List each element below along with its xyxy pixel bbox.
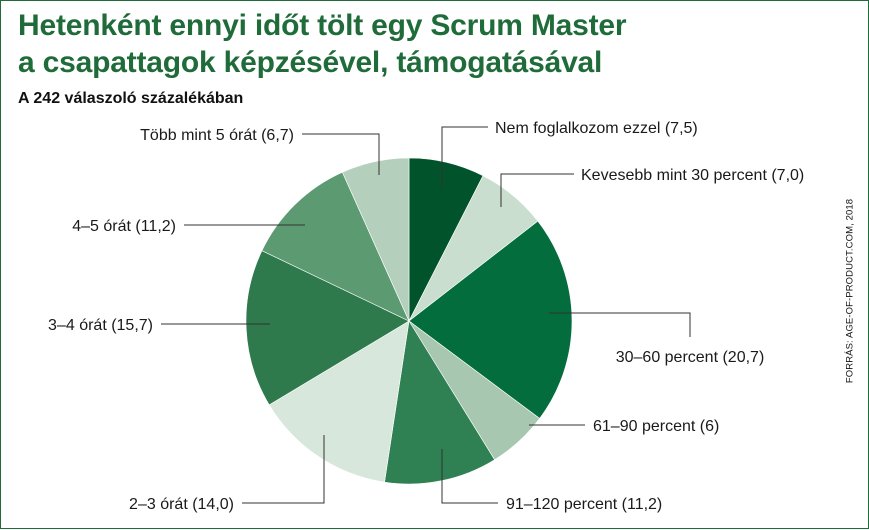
pie-slice [408,220,573,419]
leader-line [302,133,380,175]
slice-label: 2–3 órát (14,0) [129,496,234,513]
slice-label: 3–4 órát (15,7) [48,317,153,334]
leader-line [549,312,691,337]
chart-title-line-2: a csapattagok képzésével, támogatásával [18,46,603,79]
pie-slice [341,157,410,322]
pie-slice [268,320,410,483]
leader-line [441,449,498,504]
slice-label: 61–90 percent (6) [593,418,719,435]
chart-subtitle: A 242 válaszoló százalékában [18,90,244,107]
slice-label: 4–5 órát (11,2) [72,218,176,235]
pie-slice [245,250,410,406]
leader-line [500,173,574,207]
leader-lines [161,126,691,504]
pie-slice [261,171,410,322]
slice-labels: Nem foglalkozom ezzel (7,5) Kevesebb mint… [48,120,804,513]
leader-line [242,435,325,504]
slice-label: Nem foglalkozom ezzel (7,5) [495,120,698,137]
slice-label: 30–60 percent (20,7) [616,349,765,366]
slice-label: Több mint 5 órát (6,7) [140,127,294,144]
slice-label: 91–120 percent (11,2) [506,496,662,513]
pie-slices [245,157,573,485]
slice-label: Kevesebb mint 30 percent (7,0) [581,167,804,184]
chart-title: Hetenként ennyi időt tölt egy Scrum Mast… [18,7,627,81]
leader-line [441,126,488,188]
chart-title-line-1: Hetenként ennyi időt tölt egy Scrum Mast… [18,9,627,42]
